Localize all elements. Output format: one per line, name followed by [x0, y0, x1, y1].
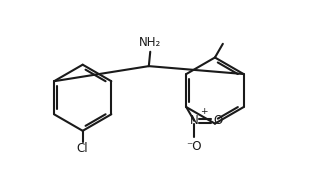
Text: +: + — [200, 107, 207, 116]
Text: O: O — [214, 114, 223, 127]
Text: NH₂: NH₂ — [139, 36, 161, 49]
Text: N: N — [190, 114, 198, 127]
Text: Cl: Cl — [77, 142, 89, 155]
Text: ⁻O: ⁻O — [187, 140, 202, 153]
